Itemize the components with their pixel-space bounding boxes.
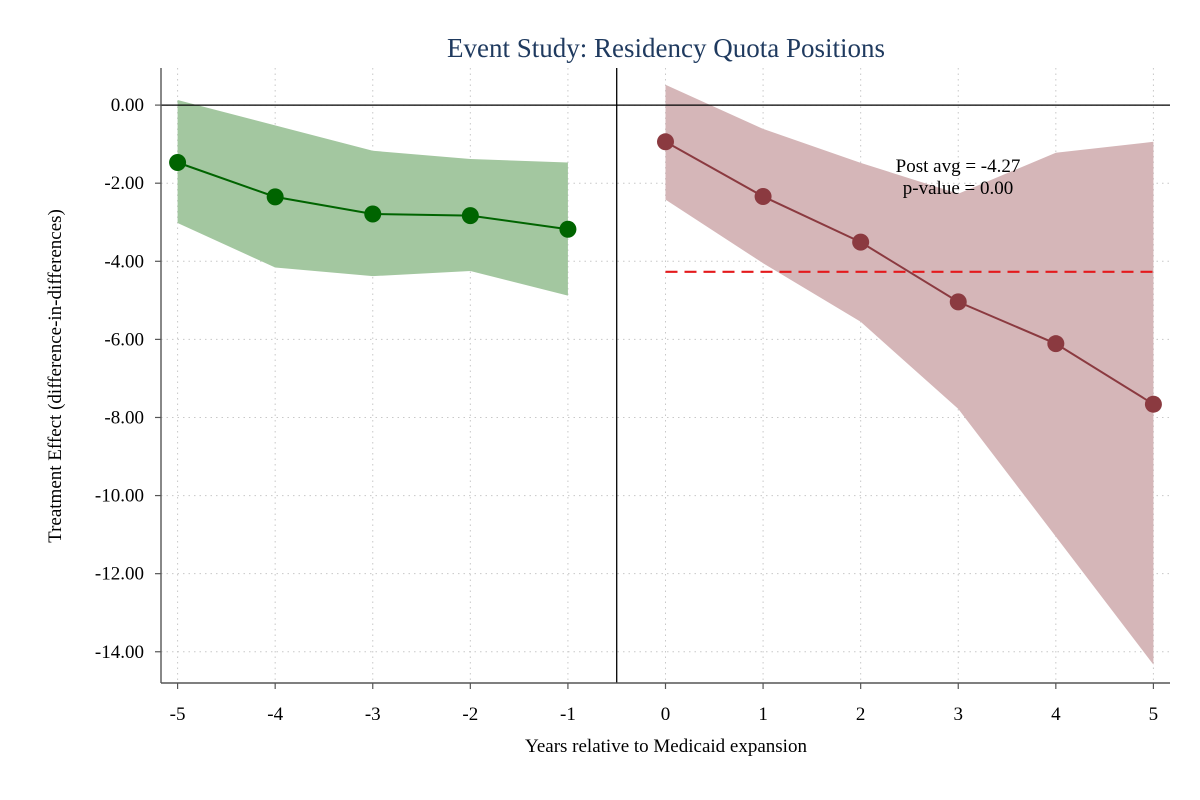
x-tick-label: 1	[758, 704, 768, 725]
y-tick-label: -4.00	[104, 251, 144, 272]
axes	[155, 68, 1170, 689]
x-tick-label: 3	[953, 704, 963, 725]
point-post-2	[852, 233, 870, 251]
y-tick-label: -14.00	[95, 642, 144, 663]
y-tick-label: -10.00	[95, 486, 144, 507]
series-points	[169, 133, 1162, 413]
ci-band-post	[665, 84, 1154, 665]
point-post-5	[1144, 395, 1162, 413]
y-tick-label: -8.00	[104, 407, 144, 428]
x-tick-label: -1	[560, 704, 576, 725]
y-tick-label: -2.00	[104, 173, 144, 194]
point-pre-2	[364, 205, 382, 223]
x-tick-label: 2	[856, 704, 866, 725]
x-tick-label: 5	[1149, 704, 1159, 725]
x-axis-title: Years relative to Medicaid expansion	[525, 736, 807, 757]
reference-lines	[161, 68, 1170, 683]
x-tick-label: 4	[1051, 704, 1061, 725]
x-tick-label: 0	[661, 704, 671, 725]
y-tick-label: -6.00	[104, 329, 144, 350]
y-tick-label: -12.00	[95, 564, 144, 585]
chart-title: Event Study: Residency Quota Positions	[447, 33, 885, 63]
ci-band-pre	[177, 100, 568, 296]
point-post-1	[754, 187, 772, 205]
tick-labels: 0.00 -2.00 -4.00 -6.00 -8.00 -10.00 -12.00 -14.…	[95, 95, 1158, 725]
confidence-bands	[177, 84, 1154, 665]
y-tick-label: 0.00	[111, 95, 144, 116]
x-tick-label: -4	[267, 704, 283, 725]
point-pre-4	[559, 220, 577, 238]
point-post-0	[657, 133, 674, 151]
x-tick-label: -5	[170, 704, 186, 725]
point-pre-1	[266, 188, 284, 206]
x-tick-label: -2	[462, 704, 478, 725]
point-post-4	[1047, 335, 1065, 353]
point-pre-3	[461, 207, 479, 225]
series-line-post	[665, 140, 1154, 406]
point-pre-0	[169, 153, 187, 171]
x-tick-label: -3	[365, 704, 381, 725]
annotation-post-avg: Post avg = -4.27	[896, 156, 1021, 177]
y-axis-title: Treatment Effect (difference-in-differen…	[45, 209, 66, 543]
point-post-3	[949, 293, 967, 311]
annotation-p-value: p-value = 0.00	[903, 178, 1013, 199]
